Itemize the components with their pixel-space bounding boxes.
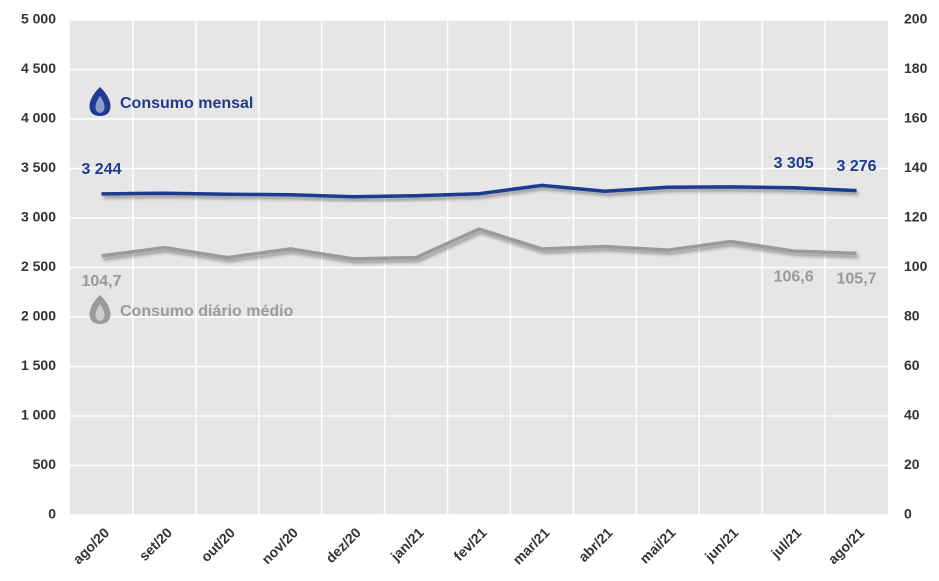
data-label: 106,6 (774, 268, 814, 285)
data-label: 105,7 (837, 271, 877, 288)
legend-label: Consumo diário médio (120, 303, 294, 320)
x-tick-label: jul/21 (767, 524, 804, 561)
y2-tick-label: 80 (904, 308, 920, 324)
x-tick-label: jun/21 (701, 524, 742, 565)
x-tick-label: fev/21 (450, 524, 490, 564)
legend-icon-detail (95, 96, 105, 113)
x-tick-label: dez/20 (322, 524, 364, 566)
data-label: 3 276 (837, 158, 877, 175)
legend-label: Consumo mensal (120, 95, 253, 112)
y2-tick-label: 20 (904, 456, 920, 472)
x-tick-label: jan/21 (387, 524, 427, 564)
x-tick-label: out/20 (198, 524, 239, 565)
y2-tick-label: 120 (904, 209, 928, 225)
x-tick-label: mar/21 (509, 524, 552, 567)
x-tick-label: ago/20 (70, 524, 113, 567)
y-tick-label: 4 500 (21, 60, 56, 76)
x-tick-label: ago/21 (825, 524, 868, 567)
y2-tick-label: 140 (904, 159, 928, 175)
x-tick-label: set/20 (136, 524, 176, 564)
y-tick-label: 0 (48, 506, 56, 522)
y-tick-label: 3 000 (21, 209, 56, 225)
data-label: 3 244 (81, 161, 121, 178)
x-tick-label: nov/20 (258, 524, 301, 567)
y-tick-label: 4 000 (21, 110, 56, 126)
data-label: 104,7 (81, 273, 121, 290)
y2-tick-label: 100 (904, 258, 928, 274)
legend-icon-detail (95, 304, 105, 321)
x-tick-label: mai/21 (636, 524, 678, 566)
series-line (101, 227, 857, 261)
y2-tick-label: 160 (904, 110, 928, 126)
series-line (101, 183, 857, 199)
y-tick-label: 3 500 (21, 159, 56, 175)
y-tick-label: 2 500 (21, 258, 56, 274)
y-tick-label: 1 000 (21, 407, 56, 423)
y2-tick-label: 60 (904, 357, 920, 373)
y2-tick-label: 180 (904, 60, 928, 76)
y-tick-label: 5 000 (21, 11, 56, 27)
y-tick-label: 1 500 (21, 357, 56, 373)
data-label: 3 305 (774, 155, 814, 172)
y2-tick-label: 200 (904, 11, 928, 27)
y2-tick-label: 0 (904, 506, 912, 522)
y-tick-label: 2 000 (21, 308, 56, 324)
y-tick-label: 500 (33, 456, 57, 472)
x-tick-label: abr/21 (575, 524, 616, 565)
y2-tick-label: 40 (904, 407, 920, 423)
